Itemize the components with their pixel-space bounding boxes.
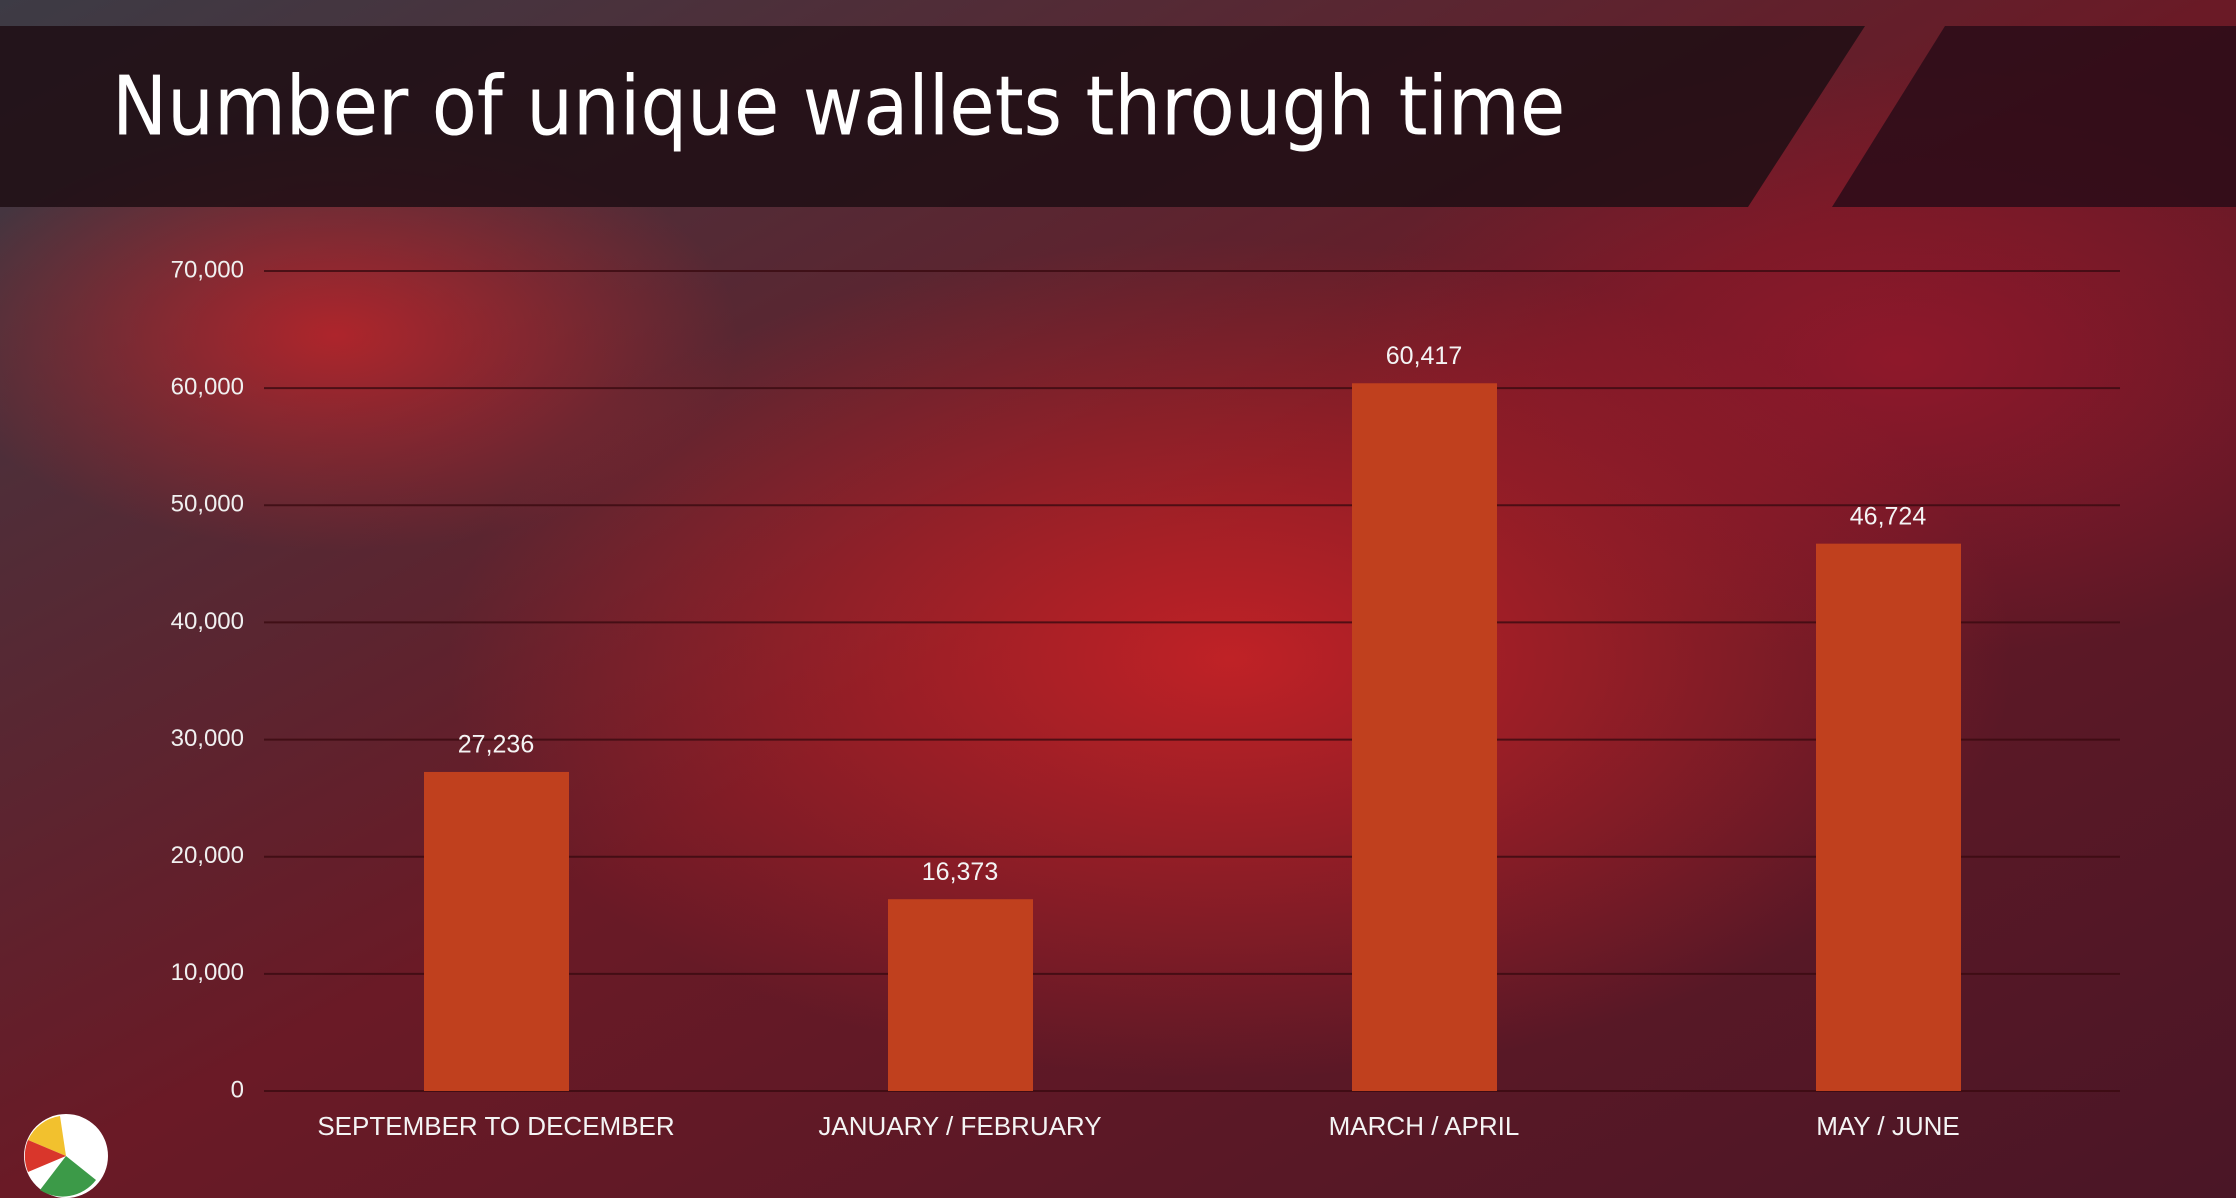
x-tick-label: SEPTEMBER TO DECEMBER — [317, 1111, 674, 1141]
y-tick-label: 0 — [231, 1076, 244, 1103]
bar — [424, 771, 569, 1091]
bar — [1816, 543, 1961, 1091]
y-tick-label: 20,000 — [171, 842, 244, 869]
y-tick-label: 60,000 — [171, 373, 244, 400]
title-banner-end — [1832, 26, 2236, 207]
logo — [24, 1114, 108, 1198]
value-label: 60,417 — [1386, 342, 1462, 370]
y-tick-label: 40,000 — [171, 608, 244, 635]
y-tick-label: 30,000 — [171, 725, 244, 752]
title-banner — [0, 26, 1865, 207]
value-label: 46,724 — [1850, 502, 1927, 530]
bar — [1352, 383, 1497, 1091]
y-tick-label: 50,000 — [171, 491, 244, 518]
y-tick-label: 70,000 — [171, 256, 244, 283]
x-tick-label: MARCH / APRIL — [1329, 1111, 1520, 1141]
x-tick-label: MAY / JUNE — [1816, 1111, 1960, 1141]
bar — [888, 899, 1033, 1091]
value-label: 27,236 — [458, 731, 534, 759]
value-label: 16,373 — [922, 858, 998, 886]
chart-title: Number of unique wallets through time — [112, 59, 1565, 154]
x-tick-label: JANUARY / FEBRUARY — [818, 1111, 1101, 1141]
y-tick-label: 10,000 — [171, 959, 244, 986]
